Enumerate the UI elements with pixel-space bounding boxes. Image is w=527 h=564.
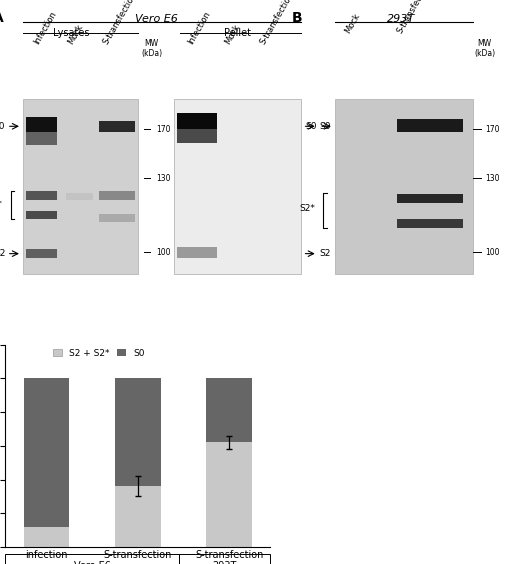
- Bar: [397, 194, 463, 203]
- Text: Vero E6: Vero E6: [74, 561, 111, 564]
- Text: Mock: Mock: [222, 23, 241, 46]
- Bar: [99, 214, 135, 222]
- Text: S0: S0: [306, 122, 317, 131]
- Bar: [397, 120, 463, 132]
- Bar: [177, 129, 217, 143]
- Text: 100: 100: [485, 248, 499, 257]
- Bar: [24, 378, 69, 527]
- Bar: [177, 247, 217, 258]
- Text: Pellet: Pellet: [224, 28, 251, 38]
- Text: 100: 100: [156, 248, 171, 257]
- Bar: [115, 378, 161, 486]
- Text: B: B: [292, 11, 302, 25]
- Bar: [179, 554, 270, 564]
- Bar: [207, 443, 252, 547]
- Text: Mock: Mock: [66, 23, 84, 46]
- Text: 170: 170: [156, 125, 171, 134]
- Bar: [5, 554, 179, 564]
- Bar: [335, 99, 473, 274]
- Text: Vero E6: Vero E6: [135, 14, 178, 24]
- Text: S-transfection: S-transfection: [259, 0, 296, 46]
- Text: Mock: Mock: [343, 11, 362, 35]
- Text: A: A: [0, 11, 4, 25]
- Text: S2*: S2*: [299, 204, 315, 213]
- Bar: [26, 211, 56, 219]
- Text: 130: 130: [156, 174, 171, 183]
- Bar: [174, 99, 301, 274]
- Text: MW
(kDa): MW (kDa): [141, 39, 162, 58]
- Bar: [26, 249, 56, 258]
- Bar: [115, 486, 161, 547]
- Text: 293T: 293T: [387, 14, 415, 24]
- Bar: [397, 219, 463, 228]
- Text: 170: 170: [485, 125, 499, 134]
- Text: S2*: S2*: [0, 200, 2, 209]
- Bar: [99, 191, 135, 200]
- Text: S2: S2: [0, 249, 5, 258]
- Bar: [26, 191, 56, 200]
- Text: Infection: Infection: [187, 10, 212, 46]
- Text: S2: S2: [319, 249, 330, 258]
- Text: Infection: Infection: [33, 10, 58, 46]
- Text: S0: S0: [319, 122, 331, 131]
- Bar: [177, 113, 217, 129]
- Bar: [24, 527, 69, 547]
- Text: Lysates: Lysates: [53, 28, 90, 38]
- Bar: [207, 378, 252, 443]
- Text: MW
(kDa): MW (kDa): [474, 39, 495, 58]
- Text: 130: 130: [485, 174, 499, 183]
- Text: S0: S0: [0, 122, 5, 131]
- Text: S-transfection: S-transfection: [102, 0, 139, 46]
- Bar: [99, 121, 135, 132]
- Bar: [23, 99, 138, 274]
- Text: 293T: 293T: [212, 561, 237, 564]
- Legend: S2 + S2*, S0: S2 + S2*, S0: [50, 345, 149, 362]
- Bar: [66, 193, 93, 200]
- Text: S-transfection: S-transfection: [395, 0, 432, 35]
- Bar: [26, 117, 56, 132]
- Bar: [26, 132, 56, 146]
